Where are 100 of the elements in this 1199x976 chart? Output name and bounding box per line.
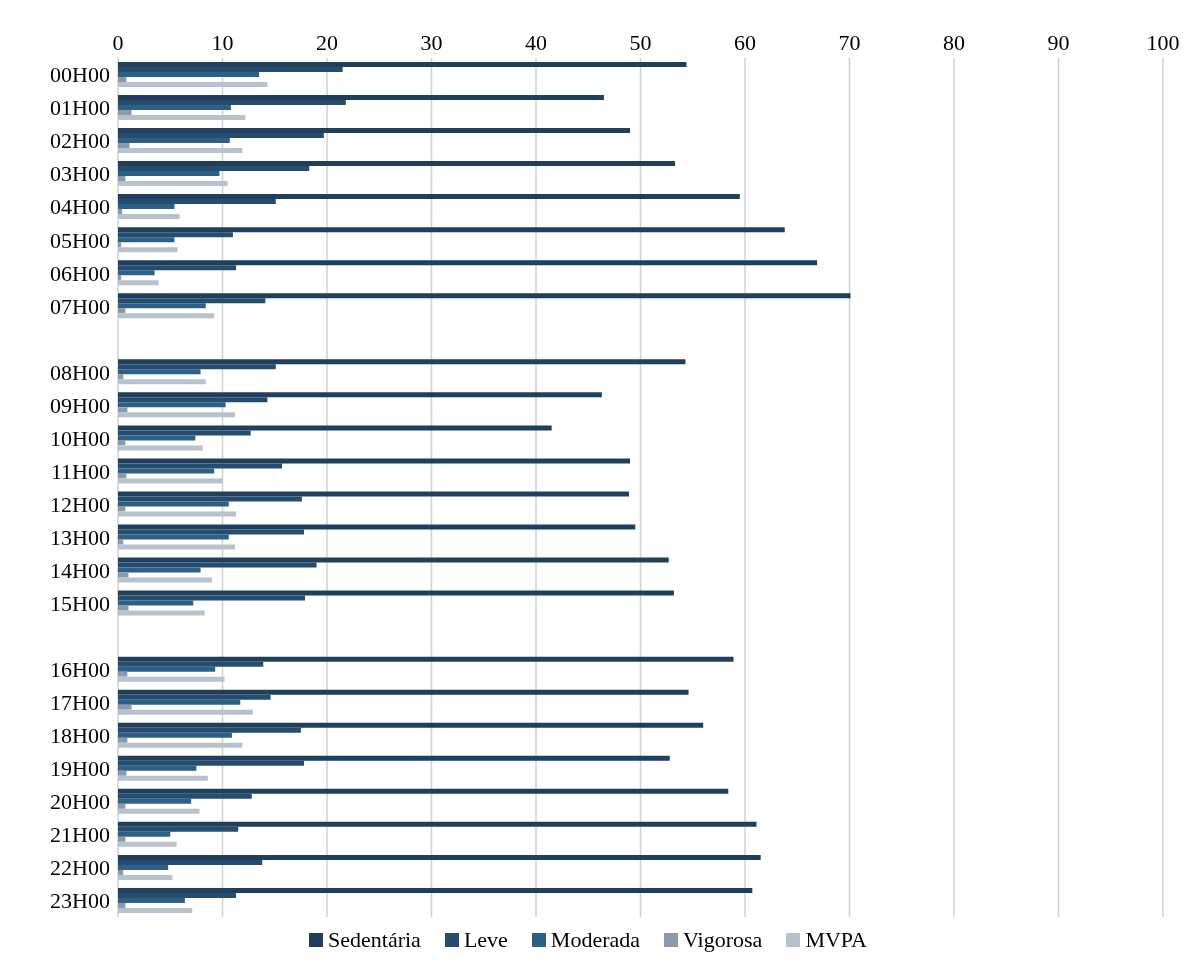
bar [118,61,687,67]
x-tick-label: 50 [629,30,652,55]
bar [118,105,231,110]
bar [118,496,302,502]
bar [118,562,317,568]
bar [118,214,180,220]
bar [118,237,175,243]
bar [118,265,237,271]
bar [118,737,128,743]
bar [118,506,126,512]
bar [118,534,229,540]
bar [118,71,260,77]
bar [118,293,851,299]
bar [118,567,201,573]
bar [118,656,734,662]
bar [118,704,132,710]
bar [118,148,243,154]
bar [118,892,237,898]
x-tick-label: 100 [1146,30,1180,55]
bar [118,907,193,913]
bar [118,260,818,266]
bar [118,869,124,875]
bar [118,171,220,177]
bar [118,854,761,860]
bar [118,478,223,484]
bar [118,732,232,738]
bar [118,359,686,365]
bar [118,458,631,464]
bar [118,770,127,776]
bar [118,742,243,748]
y-tick-label: 19H00 [50,756,110,782]
bar [118,430,251,436]
bar [118,81,268,87]
y-tick-label: 06H00 [50,260,110,286]
bar [118,397,268,403]
bar [118,803,126,809]
bar [118,727,301,733]
bar [118,194,740,200]
y-tick-label: 09H00 [50,392,110,418]
bar [118,392,602,398]
bar [118,524,636,530]
x-tick-label: 60 [734,30,756,55]
legend-label: Vigorosa [682,927,763,953]
bar [118,463,283,469]
bar [118,577,213,583]
bar [118,227,785,233]
bar [118,440,126,446]
bar [118,161,675,167]
bar [118,110,132,115]
bar [118,445,203,451]
bar [118,298,266,304]
bar [118,788,729,794]
bar [118,511,237,517]
bar [118,864,169,870]
bar [118,836,126,842]
bar [118,661,264,667]
bar [118,897,185,903]
bar [118,544,236,550]
x-tick-label: 40 [525,30,547,55]
bar [118,374,124,380]
y-tick-label: 01H00 [50,95,110,121]
y-tick-label: 18H00 [50,723,110,749]
bar [118,473,127,479]
y-tick-label: 16H00 [50,657,110,683]
bar [118,826,239,832]
y-tick-label: 15H00 [50,590,110,616]
bar [118,204,175,210]
x-tick-label: 30 [420,30,443,55]
x-tick-label: 90 [1047,30,1070,55]
bar [118,841,177,847]
bar [118,176,126,182]
y-tick-label: 08H00 [50,359,110,385]
bar [118,755,670,761]
bar [118,95,604,100]
legend-label: Leve [462,927,508,953]
bar [118,902,126,908]
bar [118,605,129,611]
bar [118,425,552,431]
x-tick-label: 80 [943,30,965,55]
y-tick-label: 10H00 [50,425,110,451]
y-tick-label: 00H00 [50,62,110,88]
bar [118,100,346,105]
bar [118,808,200,814]
bar [118,775,208,781]
x-tick-label: 0 [112,30,124,55]
bar [118,539,124,545]
bar [118,402,226,408]
bar [118,821,757,827]
bar [118,859,263,865]
y-tick-label: 05H00 [50,227,110,253]
bar [118,600,194,606]
bar [118,115,246,120]
y-tick-label: 21H00 [50,822,110,848]
bar [118,468,215,474]
y-tick-label: 13H00 [50,524,110,550]
y-tick-label: 17H00 [50,690,110,716]
bar [118,275,122,281]
bar [118,557,669,563]
bar [118,491,630,497]
legend-label: MVPA [804,927,867,953]
